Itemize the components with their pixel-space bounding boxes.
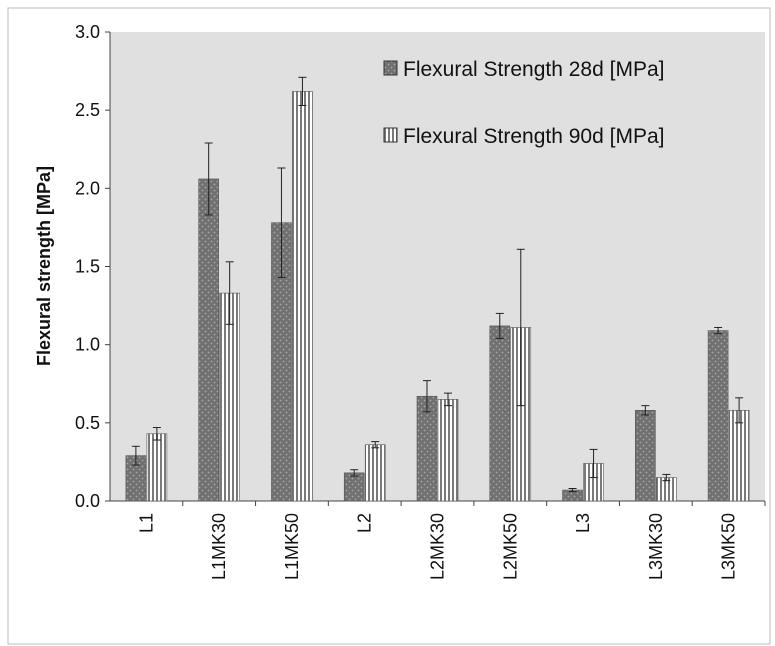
y-tick-label: 1.5 (75, 257, 100, 277)
bars-group (125, 91, 750, 502)
error-bar-90d-L3 (589, 448, 598, 479)
bar-28d-L3MK50 (707, 330, 729, 502)
legend-label-28d: Flexural Strength 28d [MPa] (403, 58, 664, 81)
error-bar-28d-L2 (350, 469, 359, 477)
error-bar-90d-L3MK30 (662, 473, 671, 482)
y-tick-label: 2.0 (75, 178, 100, 198)
bar-90d-L2 (364, 444, 386, 502)
bar-90d-L1 (146, 433, 168, 502)
x-category-label: L3 (573, 513, 593, 533)
y-axis-title: Flexural strength [MPa] (34, 166, 54, 366)
error-bars-group (131, 76, 744, 493)
error-bar-90d-L2MK30 (444, 392, 452, 407)
bar-90d-L1MK50 (292, 91, 313, 502)
x-category-label: L1MK30 (209, 513, 229, 580)
bar-28d-L1MK30 (198, 178, 219, 502)
bar-90d-L2MK30 (437, 399, 459, 502)
error-bar-90d-L2 (371, 441, 380, 449)
bar-28d-L3MK30 (635, 410, 656, 502)
error-bar-90d-L1MK50 (298, 76, 307, 106)
bar-90d-L3MK50 (728, 410, 750, 502)
y-tick-label: 2.5 (75, 100, 100, 120)
error-bar-90d-L2MK50 (516, 248, 525, 407)
y-axis: 0.0 0.5 1.0 1.5 2.0 2.5 3.0 (75, 22, 111, 511)
x-category-label: L2MK50 (500, 513, 520, 580)
x-category-label: L1 (136, 513, 156, 533)
error-bar-28d-L3 (568, 487, 577, 493)
error-bar-90d-L3MK50 (735, 397, 744, 424)
error-bar-28d-L2MK30 (423, 380, 431, 413)
y-tick-label: 3.0 (75, 22, 100, 42)
legend: Flexural Strength 28d [MPa] Flexural Str… (383, 58, 664, 148)
error-bar-28d-L1 (131, 445, 140, 466)
x-category-label: L3MK30 (646, 513, 666, 580)
x-category-label: L2MK30 (428, 513, 448, 580)
y-tick-label: 0.5 (75, 413, 100, 433)
y-tick-label: 1.0 (75, 335, 100, 355)
error-bar-28d-L3MK30 (641, 405, 650, 416)
x-category-label: L3MK50 (719, 513, 739, 580)
x-axis: L1 L1MK30 L1MK50 L2 L2MK30 L2MK50 L3 L3MK30 L3MK… (110, 500, 766, 580)
plot-area (110, 32, 765, 501)
x-category-label: L1MK50 (282, 513, 302, 580)
x-category-label: L2 (355, 513, 375, 533)
error-bar-90d-L1 (152, 427, 161, 441)
legend-label-90d: Flexural Strength 90d [MPa] (403, 125, 664, 148)
bar-28d-L2MK50 (489, 325, 511, 502)
bar-28d-L2 (343, 472, 365, 502)
error-bar-28d-L1MK30 (204, 142, 213, 216)
legend-swatch-90d (383, 127, 398, 143)
y-tick-label: 0.0 (75, 491, 100, 511)
error-bar-90d-L1MK30 (225, 261, 234, 325)
error-bar-28d-L1MK50 (277, 167, 286, 278)
error-bar-28d-L3MK50 (714, 326, 723, 335)
error-bar-28d-L2MK50 (495, 312, 504, 339)
legend-swatch-28d (383, 60, 398, 76)
